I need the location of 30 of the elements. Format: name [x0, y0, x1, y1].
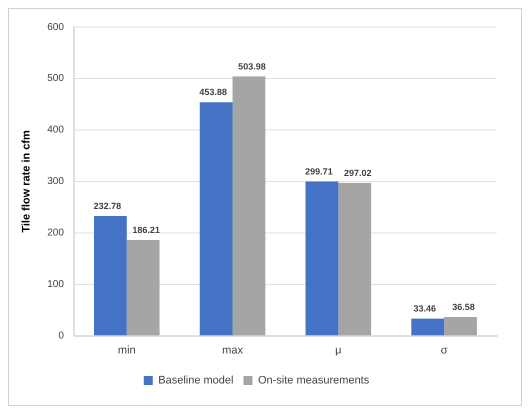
bar	[306, 182, 338, 336]
y-tick-label: 200	[47, 228, 64, 239]
y-axis-title: Tile flow rate in cfm	[20, 130, 33, 233]
y-tick-label: 300	[47, 176, 64, 188]
data-label: 186.21	[132, 224, 160, 235]
x-tick-label: max	[222, 344, 244, 356]
y-tick-label: 400	[47, 124, 64, 136]
data-label: 36.58	[452, 302, 475, 312]
y-tick-label: 600	[47, 22, 64, 33]
legend-label: On-site measurements	[258, 374, 370, 387]
x-tick-label: σ	[440, 344, 448, 356]
bar	[232, 76, 266, 336]
bar	[411, 318, 444, 336]
bar	[94, 216, 127, 336]
bar	[444, 316, 477, 336]
bar	[126, 240, 160, 336]
x-tick-label: μ	[335, 344, 342, 356]
data-label: 33.46	[413, 304, 436, 314]
y-tick-label: 500	[47, 73, 64, 84]
bar	[338, 182, 372, 336]
bar	[200, 102, 233, 336]
y-tick-label: 0	[58, 330, 64, 342]
legend-label: Baseline model	[158, 374, 234, 387]
data-label: 503.98	[238, 61, 266, 72]
data-label: 299.71	[305, 166, 333, 177]
data-label: 453.88	[199, 87, 227, 98]
y-tick-label: 100	[47, 279, 64, 290]
x-tick-label: min	[118, 344, 136, 356]
data-label: 232.78	[94, 200, 122, 211]
data-label: 297.02	[344, 168, 372, 178]
